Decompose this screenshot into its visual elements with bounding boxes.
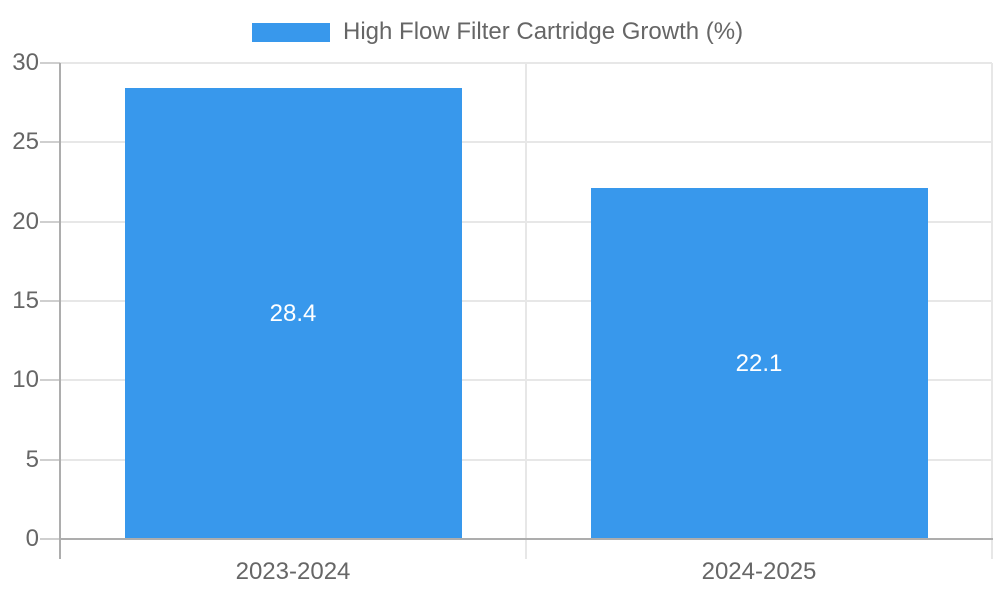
y-axis-tick-label: 20 <box>12 207 39 235</box>
y-axis-tick-label: 0 <box>25 525 39 552</box>
x-axis-line <box>59 538 993 540</box>
bar-value-label: 28.4 <box>269 299 317 327</box>
plot-right-border <box>991 63 993 559</box>
bar-value-label: 22.1 <box>735 349 783 377</box>
y-axis-line <box>59 63 61 559</box>
y-tick-mark <box>40 458 60 461</box>
v-gridline <box>525 63 527 559</box>
y-axis-tick-label: 15 <box>12 287 39 314</box>
y-tick-mark <box>40 141 60 144</box>
y-axis-tick-label: 10 <box>12 366 39 394</box>
x-axis-category-label: 2024-2025 <box>701 558 817 585</box>
y-axis-tick-label: 25 <box>12 128 39 156</box>
bar-2023-2024[interactable] <box>124 88 462 538</box>
x-axis-category-label: 2023-2024 <box>235 558 351 585</box>
y-axis-tick-label: 5 <box>25 445 39 473</box>
y-axis-tick-label: 30 <box>12 49 39 76</box>
y-tick-mark <box>40 62 60 64</box>
y-tick-mark <box>40 220 60 223</box>
bar-2024-2025[interactable] <box>590 188 928 538</box>
legend-swatch <box>252 22 330 42</box>
y-tick-mark <box>40 379 60 382</box>
legend-item[interactable]: High Flow Filter Cartridge Growth (%) <box>252 18 743 46</box>
legend-label: High Flow Filter Cartridge Growth (%) <box>343 18 744 45</box>
y-tick-mark <box>40 300 60 302</box>
y-tick-mark <box>40 538 60 540</box>
